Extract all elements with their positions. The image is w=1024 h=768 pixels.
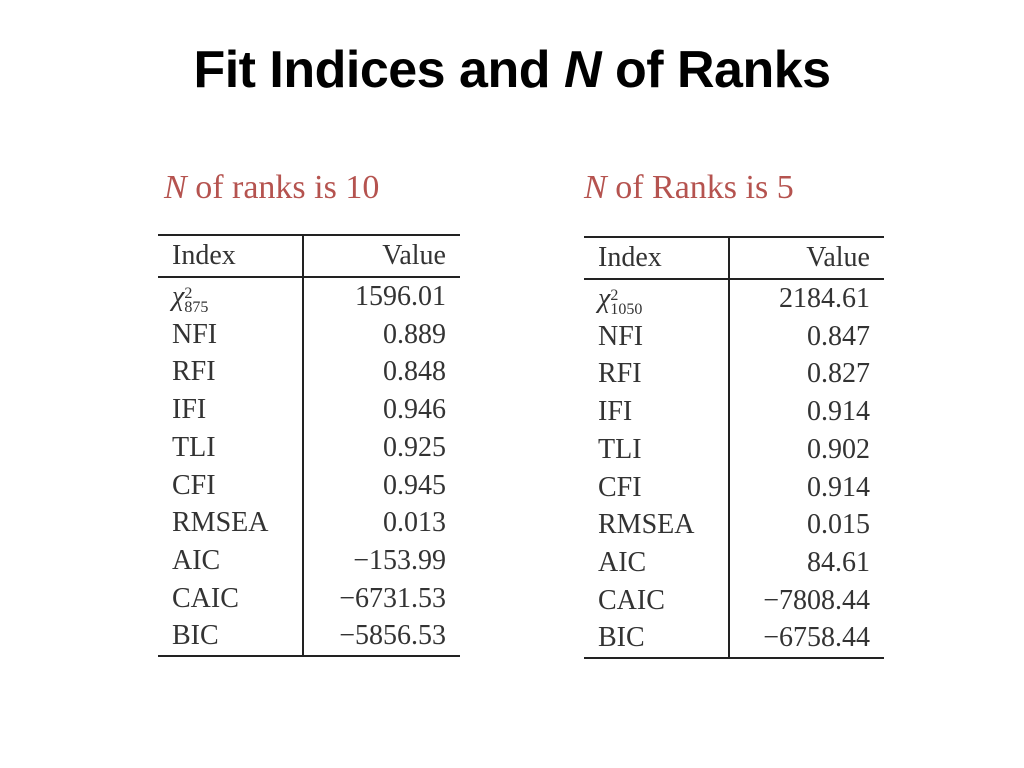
title-n: N <box>563 41 602 99</box>
title-prefix: Fit Indices and <box>193 41 564 99</box>
left-caption-n: N <box>164 169 187 206</box>
right-header-row: Index Value <box>584 237 884 279</box>
row-value: 0.847 <box>807 320 870 352</box>
row-value: −5856.53 <box>339 620 446 652</box>
left-header-row: Index Value <box>158 235 460 277</box>
row-index: TLI <box>158 428 304 467</box>
right-panel: N of Ranks is 5 Index Value χ 2 1050 2184.… <box>584 166 884 659</box>
right-header-index: Index <box>584 237 730 279</box>
row-index: IFI <box>158 391 304 429</box>
left-caption: N of ranks is 10 <box>158 166 460 210</box>
left-header-index: Index <box>158 235 304 277</box>
row-value: 0.013 <box>383 507 446 539</box>
chi-supsub: 2 875 <box>184 284 209 316</box>
table-row: RFI 0.848 <box>158 353 460 392</box>
table-row: TLI 0.925 <box>158 428 460 467</box>
row-index: AIC <box>584 543 730 582</box>
right-header-value: Value <box>806 242 870 273</box>
left-chi-label: χ 2 875 <box>158 277 304 316</box>
table-row: AIC 84.61 <box>584 543 884 582</box>
table-row: CAIC −6731.53 <box>158 579 460 618</box>
row-value: 0.914 <box>807 396 870 428</box>
table-row: NFI 0.889 <box>158 315 460 354</box>
table-row: χ 2 875 1596.01 <box>158 277 460 316</box>
row-index: AIC <box>158 541 304 580</box>
right-chi-value: 2184.61 <box>779 283 870 314</box>
title-suffix: of Ranks <box>601 41 831 99</box>
chi-symbol: χ <box>598 283 611 314</box>
table-row: CFI 0.945 <box>158 466 460 505</box>
row-value: 0.914 <box>807 471 870 503</box>
table-row: χ 2 1050 2184.61 <box>584 279 884 318</box>
row-index: TLI <box>584 430 730 469</box>
row-value: −153.99 <box>353 544 446 576</box>
left-panel: N of ranks is 10 Index Value χ 2 875 1596.… <box>158 166 460 657</box>
row-value: 0.945 <box>383 469 446 501</box>
table-row: RMSEA 0.015 <box>584 506 884 544</box>
row-value: −6731.53 <box>339 582 446 614</box>
row-index: BIC <box>158 617 304 657</box>
chi-sup: 2 <box>184 284 193 302</box>
table-row: CFI 0.914 <box>584 468 884 507</box>
chi-sub: 875 <box>184 298 209 316</box>
right-caption-n: N <box>584 169 607 206</box>
row-value: 0.902 <box>807 433 870 465</box>
slide-title: Fit Indices and N of Ranks <box>0 40 1024 100</box>
row-index: CAIC <box>584 581 730 620</box>
row-value: 0.827 <box>807 358 870 390</box>
right-chi-label: χ 2 1050 <box>584 279 730 318</box>
row-value: 0.015 <box>807 509 870 541</box>
row-value: −6758.44 <box>763 622 870 654</box>
chi-symbol: χ <box>172 281 185 312</box>
table-row: AIC −153.99 <box>158 541 460 580</box>
row-index: CFI <box>158 466 304 505</box>
row-value: 0.946 <box>383 394 446 426</box>
table-row: IFI 0.946 <box>158 391 460 429</box>
row-index: RFI <box>158 353 304 392</box>
row-index: IFI <box>584 393 730 431</box>
left-fit-table: Index Value χ 2 875 1596.01 NFI 0.889 RFI 0.… <box>158 234 460 657</box>
row-index: NFI <box>584 317 730 356</box>
table-row: BIC −5856.53 <box>158 617 460 657</box>
row-value: 0.848 <box>383 356 446 388</box>
table-row: BIC −6758.44 <box>584 619 884 659</box>
row-value: −7808.44 <box>763 584 870 616</box>
row-value: 0.889 <box>383 318 446 350</box>
row-index: NFI <box>158 315 304 354</box>
right-caption: N of Ranks is 5 <box>584 166 884 210</box>
table-row: NFI 0.847 <box>584 317 884 356</box>
left-header-value: Value <box>382 240 446 271</box>
row-value: 84.61 <box>807 546 870 578</box>
row-index: CAIC <box>158 579 304 618</box>
chi-supsub: 2 1050 <box>610 286 643 318</box>
left-chi-value: 1596.01 <box>355 281 446 312</box>
right-fit-table: Index Value χ 2 1050 2184.61 NFI 0.847 RFI 0… <box>584 236 884 659</box>
row-index: RMSEA <box>158 504 304 542</box>
row-index: RMSEA <box>584 506 730 544</box>
left-caption-text: of ranks is 10 <box>186 169 380 206</box>
row-index: BIC <box>584 619 730 659</box>
table-row: IFI 0.914 <box>584 393 884 431</box>
row-index: RFI <box>584 355 730 394</box>
chi-sub: 1050 <box>610 300 643 318</box>
chi-sup: 2 <box>610 286 619 304</box>
table-row: CAIC −7808.44 <box>584 581 884 620</box>
row-index: CFI <box>584 468 730 507</box>
table-row: RFI 0.827 <box>584 355 884 394</box>
table-row: RMSEA 0.013 <box>158 504 460 542</box>
row-value: 0.925 <box>383 431 446 463</box>
right-caption-text: of Ranks is 5 <box>606 169 794 206</box>
table-row: TLI 0.902 <box>584 430 884 469</box>
